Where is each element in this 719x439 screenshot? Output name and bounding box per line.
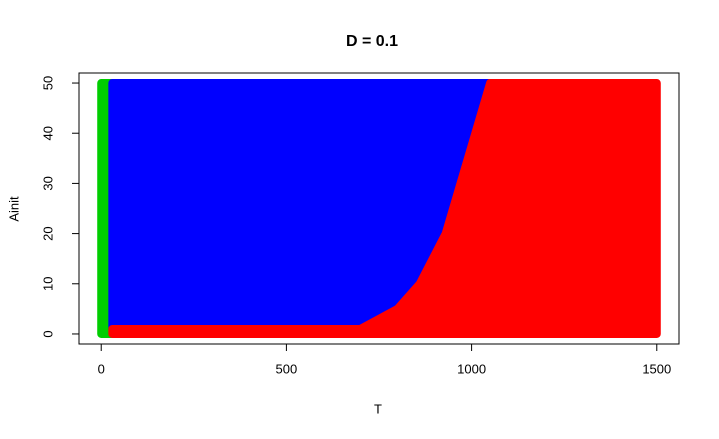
x-tick-label: 1500	[642, 361, 671, 376]
chart-title: D = 0.1	[346, 33, 398, 50]
y-axis-label: Ainit	[6, 196, 21, 222]
x-tick-label: 0	[98, 361, 105, 376]
region	[108, 79, 661, 338]
x-tick-label: 1000	[457, 361, 486, 376]
y-tick-label: 0	[40, 330, 55, 337]
x-axis-label: T	[374, 401, 382, 416]
plot-box	[78, 72, 680, 345]
x-tick-label: 500	[276, 361, 298, 376]
y-tick-label: 30	[40, 176, 55, 190]
y-tick-label: 10	[40, 277, 55, 291]
y-tick-label: 20	[40, 226, 55, 240]
y-tick-label: 40	[40, 126, 55, 140]
y-tick-label: 50	[40, 76, 55, 90]
